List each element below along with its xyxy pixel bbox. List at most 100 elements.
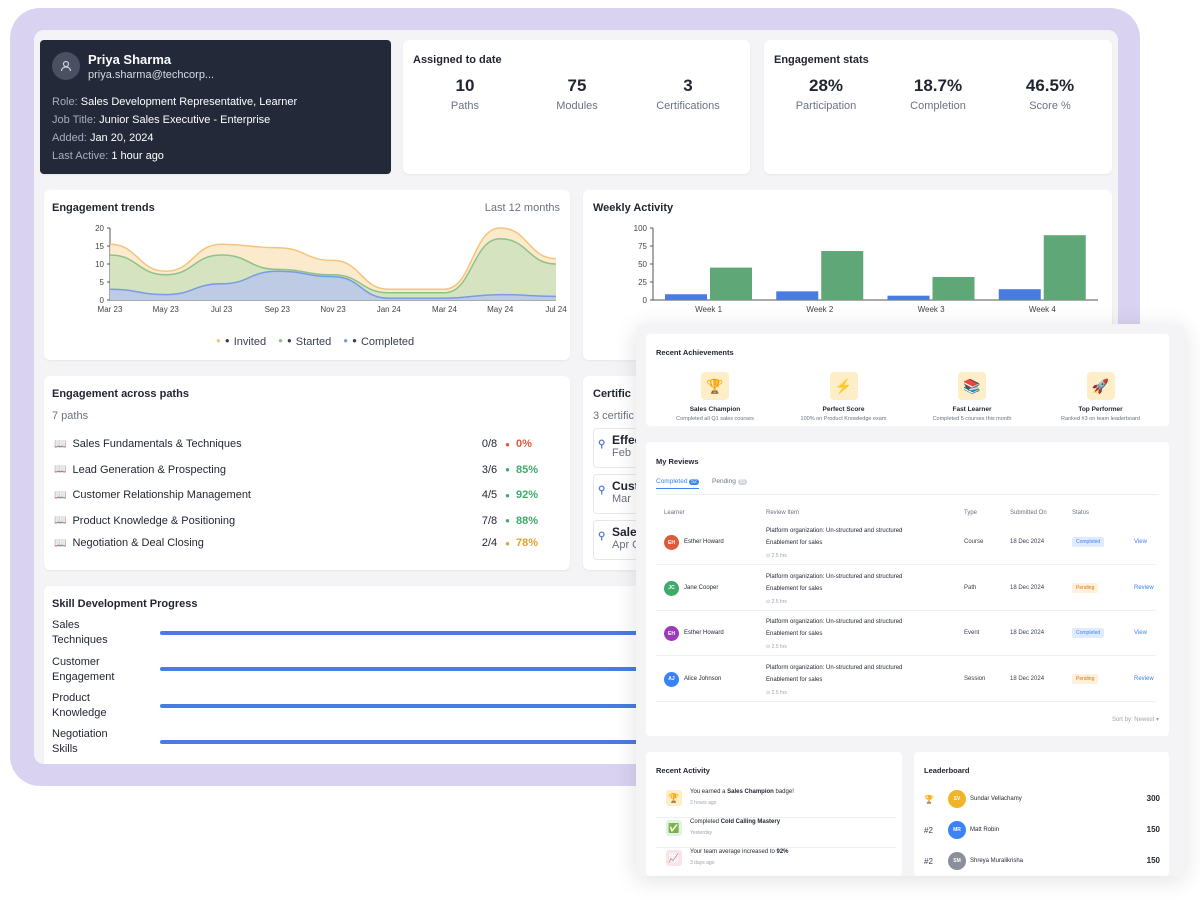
col-type: Type [964, 510, 978, 516]
activity-item: 🏆 You earned a Sales Champion badge! 2 h… [656, 788, 896, 818]
duration: ⊙ 2.5 hrs [766, 553, 787, 559]
line-invited [109, 227, 557, 290]
engagement-stats-title: Engagement stats [774, 54, 869, 66]
path-name: Lead Generation & Prospecting [72, 463, 226, 476]
paths-card: Engagement across paths 7 paths 📖 Sales … [44, 376, 570, 570]
path-percent: 85% [516, 463, 539, 476]
assigned-title: Assigned to date [413, 54, 502, 66]
avatar: EH [664, 626, 679, 641]
review-link[interactable]: Review [1134, 584, 1154, 591]
status-badge: Pending [1072, 673, 1099, 684]
y-tick-label: 50 [638, 260, 647, 269]
ribbon-icon: ⚲ [598, 531, 606, 542]
avatar: MR [948, 821, 966, 839]
path-row[interactable]: 📖 Product Knowledge & Positioning 7/8 ● … [54, 511, 554, 531]
cert-item[interactable]: ⚲ Sale Apr C [593, 520, 653, 560]
stat-participation: 28% Participation [795, 76, 857, 112]
path-percent: 92% [516, 489, 539, 501]
bar [710, 267, 752, 300]
leader-points: 150 [1146, 825, 1160, 834]
duration: ⊙ 2.5 hrs [766, 598, 787, 605]
x-tick-label: Week 3 [918, 305, 946, 314]
skill-label: Sales Techniques [52, 619, 108, 646]
bar [665, 294, 707, 300]
tab-completed[interactable]: Completed 52 [656, 478, 699, 489]
view-link[interactable]: View [1134, 539, 1147, 545]
learner-name: Esther Howard [684, 539, 724, 545]
path-row[interactable]: 📖 Negotiation & Deal Closing 2/4 ● 78% [54, 536, 554, 550]
path-row[interactable]: 📖 Sales Fundamentals & Techniques 0/8 ● … [54, 434, 554, 454]
path-count: 0/8 [481, 438, 498, 450]
trends-range[interactable]: Last 12 months [484, 202, 560, 214]
status-dot: ● [505, 490, 510, 500]
status-badge: Completed [1072, 537, 1105, 547]
profile-job-title: Job Title: Junior Sales Executive - Ente… [52, 114, 271, 126]
legend-started: Started [278, 336, 331, 348]
trends-legend: Invited Started Completed [216, 336, 414, 348]
leader-name: Sundar Vellachamy [970, 796, 1022, 802]
trophy-icon: 🏆 [666, 790, 682, 806]
path-count: 2/4 [481, 537, 498, 549]
lightning-icon: ⚡ [829, 372, 858, 400]
book-icon: 📖 [54, 515, 67, 526]
y-tick-label: 10 [95, 260, 104, 269]
path-name: Product Knowledge & Positioning [72, 514, 236, 527]
tab-pending[interactable]: Pending 31 [712, 478, 748, 485]
col-learner: Learner [664, 510, 685, 516]
sort-dropdown[interactable]: Sort by: Newest ▾ [1111, 717, 1159, 723]
profile-name: Priya Sharma [88, 52, 172, 67]
stat-modules: 75 Modules [556, 76, 598, 112]
table-row: AJ Alice Johnson Platform organization: … [656, 657, 1156, 702]
path-row[interactable]: 📖 Customer Relationship Management 4/5 ●… [54, 485, 554, 505]
achievement-desc: Completed all Q1 sales courses [676, 416, 754, 422]
rank: #2 [924, 857, 933, 866]
book-icon: 📖 [54, 489, 67, 501]
leaderboard-row: 🏆 SV Sundar Vellachamy 300 [924, 790, 1160, 810]
avatar: AJ [664, 671, 679, 687]
paths-subtitle: 7 paths [52, 410, 89, 422]
path-name: Negotiation & Deal Closing [72, 537, 204, 549]
status-dot: ● [505, 538, 510, 548]
skill-progress-bar [160, 740, 760, 744]
engagement-stats-card: Engagement stats 28% Participation 18.7% C… [764, 40, 1112, 174]
tab-divider [656, 494, 1159, 495]
review-type: Session [964, 675, 986, 682]
skill-label: Negotiation Skills [52, 728, 108, 755]
table-row: EH Esther Howard Platform organization: … [656, 520, 1156, 565]
avatar: JC [664, 580, 679, 596]
leaderboard-row: #2 SM Shreya Muralikrisha 150 [924, 852, 1160, 872]
overlay-panel: Recent Achievements 🏆 Sales Champion Com… [636, 324, 1185, 876]
view-link[interactable]: View [1134, 630, 1147, 636]
status-dot: ● [505, 439, 510, 449]
achievements-card: Recent Achievements 🏆 Sales Champion Com… [646, 334, 1169, 426]
path-row[interactable]: 📖 Lead Generation & Prospecting 3/6 ● 85… [54, 460, 554, 480]
activity-item: ✅ Completed Cold Calling Mastery Yesterd… [656, 818, 896, 848]
review-type: Path [964, 584, 977, 591]
leaderboard-title: Leaderboard [924, 766, 970, 775]
activity-item: 📈 Your team average increased to 92% 3 d… [656, 848, 896, 876]
certs-title: Certific [593, 388, 631, 400]
profile-card: Priya Sharma priya.sharma@techcorp... Ro… [40, 40, 391, 174]
chart-icon: 📈 [666, 850, 682, 866]
achievement-desc: Completed 5 courses this month [932, 416, 1012, 422]
cert-item[interactable]: ⚲ Effec Feb [593, 428, 653, 468]
skill-label: Product Knowledge [52, 692, 107, 719]
learner-name: Jane Cooper [684, 584, 719, 591]
x-tick-label: Week 1 [695, 305, 723, 314]
status-badge: Pending [1072, 582, 1099, 593]
submitted-date: 18 Dec 2024 [1010, 630, 1045, 636]
area-completed [110, 271, 556, 300]
skills-title: Skill Development Progress [52, 598, 198, 610]
rank: #2 [924, 826, 933, 835]
avatar: SM [948, 852, 966, 870]
user-avatar-icon [52, 52, 80, 80]
bar [821, 251, 864, 300]
legend-completed: Completed [343, 336, 414, 348]
review-link[interactable]: Review [1134, 675, 1154, 682]
learner-name: Esther Howard [684, 630, 724, 636]
col-review-item: Review Item [766, 510, 800, 516]
review-type: Event [964, 630, 980, 636]
x-tick-label: Week 2 [806, 305, 834, 314]
weekly-title: Weekly Activity [593, 202, 674, 214]
x-tick-label: Nov 23 [320, 305, 346, 314]
